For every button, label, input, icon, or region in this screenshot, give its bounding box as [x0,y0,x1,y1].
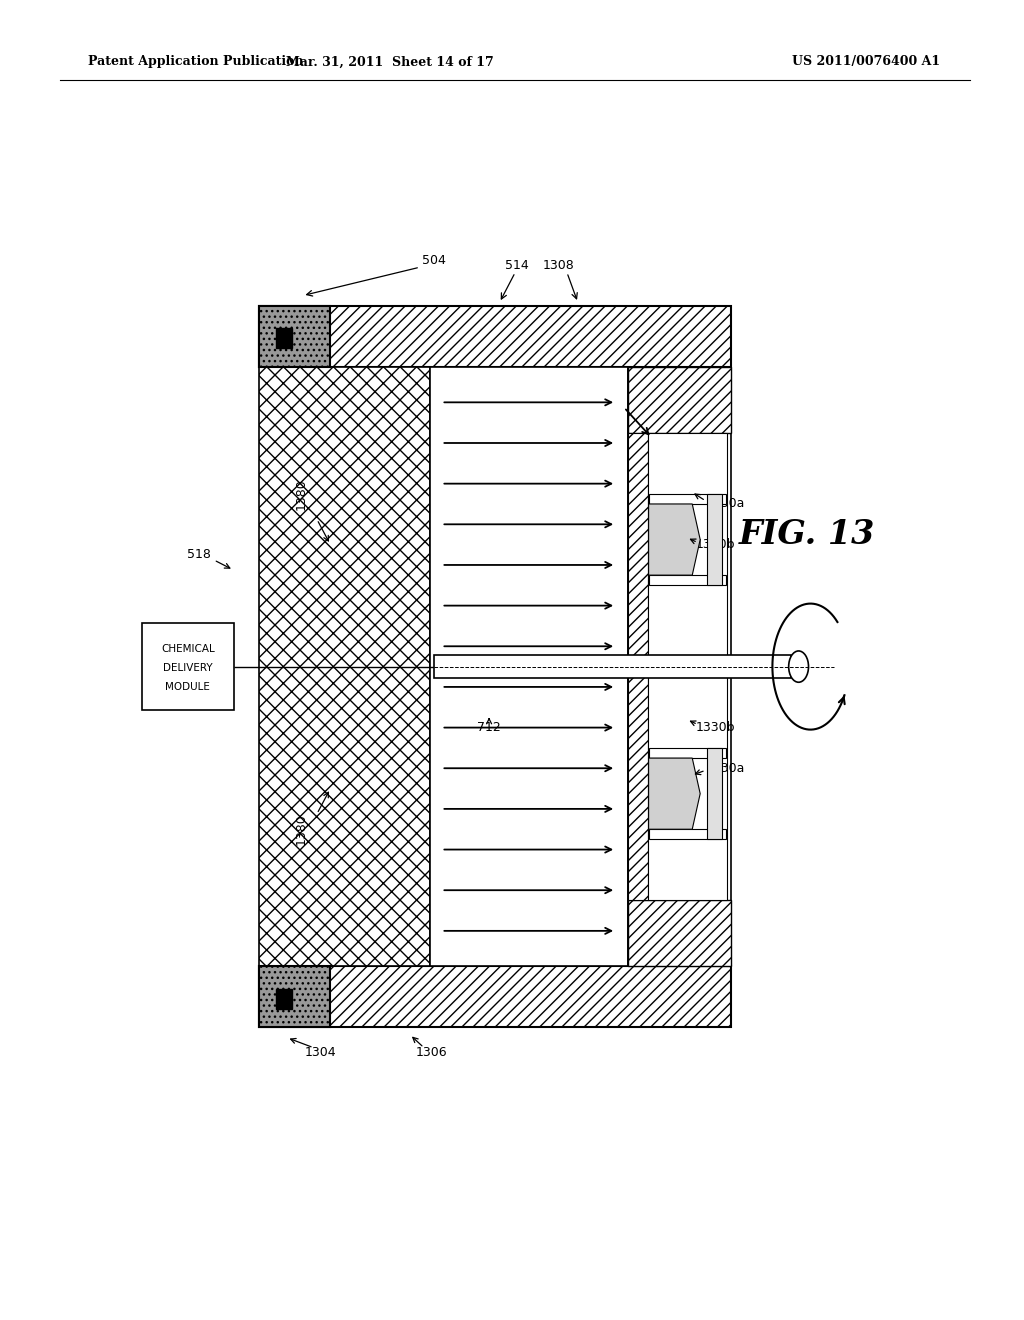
Bar [648,748,726,758]
Bar [259,966,331,1027]
Text: 1304: 1304 [305,1047,337,1060]
Ellipse shape [788,651,809,682]
Text: CHEMICAL: CHEMICAL [161,644,215,655]
Text: Patent Application Publication: Patent Application Publication [88,55,303,69]
Text: 1380: 1380 [295,813,307,845]
Text: FIG. 13: FIG. 13 [738,517,874,550]
Bar [430,367,628,966]
Text: 1330a: 1330a [706,762,745,775]
Bar [276,329,292,348]
Text: MODULE: MODULE [166,682,210,692]
Bar [708,494,722,585]
Text: 1380: 1380 [295,478,307,510]
Bar [648,576,726,585]
Text: 504: 504 [422,253,445,267]
Bar [648,494,726,504]
Bar [628,367,731,433]
Text: 518: 518 [187,548,211,561]
Bar [259,966,731,1027]
Text: US 2011/0076400 A1: US 2011/0076400 A1 [792,55,940,69]
Bar [142,623,233,710]
Text: DELIVERY: DELIVERY [163,664,213,673]
Bar [628,900,731,966]
Bar [433,656,791,677]
Bar [259,306,731,367]
Text: 514: 514 [505,259,528,272]
Bar [628,433,648,900]
Text: 1330b: 1330b [695,721,735,734]
Text: Mar. 31, 2011  Sheet 14 of 17: Mar. 31, 2011 Sheet 14 of 17 [286,55,494,69]
Text: 1308: 1308 [543,259,574,272]
Text: 1330a: 1330a [706,498,745,511]
Bar [708,748,722,840]
Bar [648,433,727,900]
Text: 1330b: 1330b [695,539,735,552]
Bar [259,306,331,367]
Bar [648,829,726,840]
Text: 1306: 1306 [416,1047,446,1060]
Polygon shape [648,758,700,829]
Bar [628,367,731,966]
Bar [276,989,292,1008]
Bar [259,367,430,966]
Polygon shape [648,504,700,576]
Text: 712: 712 [477,721,501,734]
